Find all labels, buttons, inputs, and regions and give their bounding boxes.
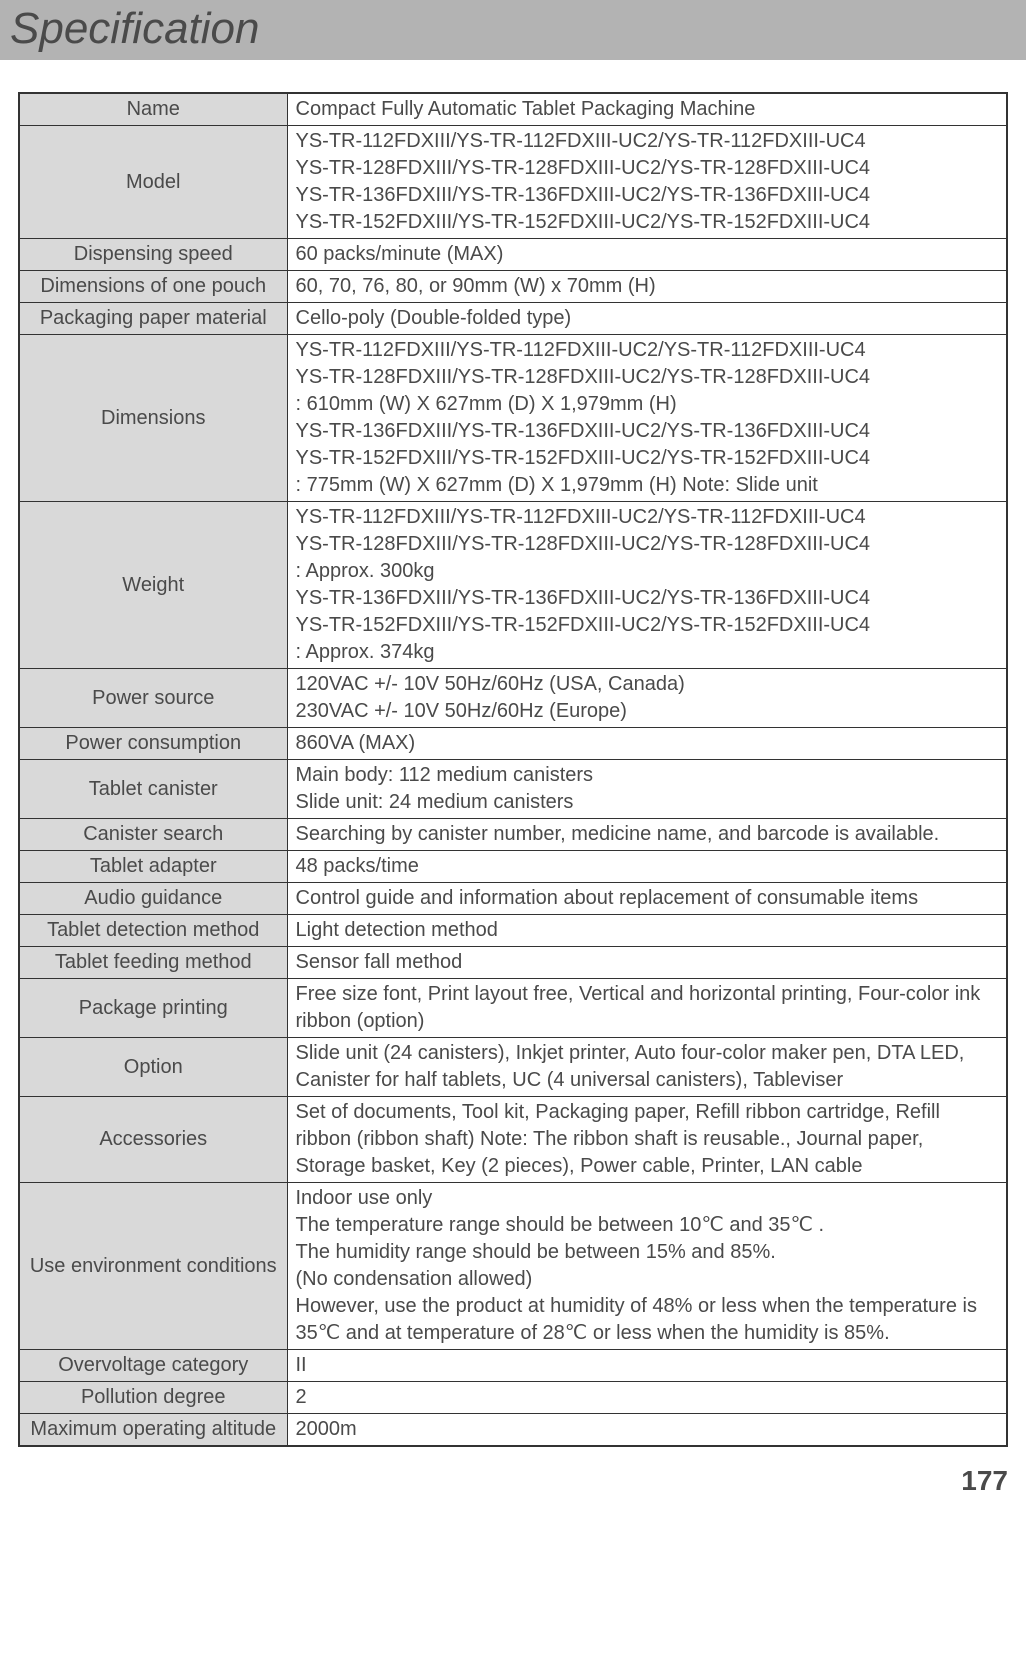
spec-label: Overvoltage category <box>19 1350 287 1382</box>
spec-label: Model <box>19 126 287 239</box>
spec-label: Option <box>19 1038 287 1097</box>
spec-value: Sensor fall method <box>287 947 1007 979</box>
spec-label: Accessories <box>19 1097 287 1183</box>
spec-label: Package printing <box>19 979 287 1038</box>
spec-value: Control guide and information about repl… <box>287 883 1007 915</box>
spec-value: Searching by canister number, medicine n… <box>287 819 1007 851</box>
spec-value: YS-TR-112FDXIII/YS-TR-112FDXIII-UC2/YS-T… <box>287 335 1007 502</box>
table-row: Tablet detection methodLight detection m… <box>19 915 1007 947</box>
spec-value: Free size font, Print layout free, Verti… <box>287 979 1007 1038</box>
header-bar: Specification <box>0 0 1026 60</box>
table-row: DimensionsYS-TR-112FDXIII/YS-TR-112FDXII… <box>19 335 1007 502</box>
table-row: OptionSlide unit (24 canisters), Inkjet … <box>19 1038 1007 1097</box>
spec-value: 60 packs/minute (MAX) <box>287 239 1007 271</box>
table-row: Tablet feeding methodSensor fall method <box>19 947 1007 979</box>
table-row: Audio guidanceControl guide and informat… <box>19 883 1007 915</box>
spec-label: Weight <box>19 502 287 669</box>
page-title: Specification <box>10 4 1016 54</box>
table-row: Tablet canisterMain body: 112 medium can… <box>19 760 1007 819</box>
spec-label: Tablet adapter <box>19 851 287 883</box>
spec-label: Pollution degree <box>19 1382 287 1414</box>
spec-value: Indoor use onlyThe temperature range sho… <box>287 1183 1007 1350</box>
spec-value: 860VA (MAX) <box>287 728 1007 760</box>
spec-label: Dimensions of one pouch <box>19 271 287 303</box>
spec-label: Audio guidance <box>19 883 287 915</box>
spec-value: Slide unit (24 canisters), Inkjet printe… <box>287 1038 1007 1097</box>
spec-label: Name <box>19 93 287 126</box>
table-row: Power consumption860VA (MAX) <box>19 728 1007 760</box>
spec-value: Compact Fully Automatic Tablet Packaging… <box>287 93 1007 126</box>
table-row: Overvoltage categoryII <box>19 1350 1007 1382</box>
spec-value: II <box>287 1350 1007 1382</box>
table-row: Package printingFree size font, Print la… <box>19 979 1007 1038</box>
spec-label: Use environment conditions <box>19 1183 287 1350</box>
table-row: Tablet adapter48 packs/time <box>19 851 1007 883</box>
table-row: Pollution degree2 <box>19 1382 1007 1414</box>
spec-value: YS-TR-112FDXIII/YS-TR-112FDXIII-UC2/YS-T… <box>287 126 1007 239</box>
spec-label: Tablet feeding method <box>19 947 287 979</box>
spec-label: Canister search <box>19 819 287 851</box>
spec-value: Set of documents, Tool kit, Packaging pa… <box>287 1097 1007 1183</box>
spec-value: 2 <box>287 1382 1007 1414</box>
content-area: NameCompact Fully Automatic Tablet Packa… <box>0 60 1026 1457</box>
spec-label: Maximum operating altitude <box>19 1414 287 1447</box>
spec-value: Cello-poly (Double-folded type) <box>287 303 1007 335</box>
table-row: Maximum operating altitude2000m <box>19 1414 1007 1447</box>
table-row: ModelYS-TR-112FDXIII/YS-TR-112FDXIII-UC2… <box>19 126 1007 239</box>
spec-value: 120VAC +/- 10V 50Hz/60Hz (USA, Canada)23… <box>287 669 1007 728</box>
table-row: WeightYS-TR-112FDXIII/YS-TR-112FDXIII-UC… <box>19 502 1007 669</box>
spec-label: Power source <box>19 669 287 728</box>
spec-value: 2000m <box>287 1414 1007 1447</box>
specification-table: NameCompact Fully Automatic Tablet Packa… <box>18 92 1008 1447</box>
table-row: Packaging paper materialCello-poly (Doub… <box>19 303 1007 335</box>
table-row: AccessoriesSet of documents, Tool kit, P… <box>19 1097 1007 1183</box>
spec-label: Packaging paper material <box>19 303 287 335</box>
table-row: Use environment conditionsIndoor use onl… <box>19 1183 1007 1350</box>
spec-label: Dimensions <box>19 335 287 502</box>
spec-label: Dispensing speed <box>19 239 287 271</box>
page-number: 177 <box>0 1457 1026 1517</box>
table-row: Dimensions of one pouch60, 70, 76, 80, o… <box>19 271 1007 303</box>
table-row: Power source120VAC +/- 10V 50Hz/60Hz (US… <box>19 669 1007 728</box>
table-row: Canister searchSearching by canister num… <box>19 819 1007 851</box>
spec-label: Power consumption <box>19 728 287 760</box>
spec-value: YS-TR-112FDXIII/YS-TR-112FDXIII-UC2/YS-T… <box>287 502 1007 669</box>
spec-value: Main body: 112 medium canistersSlide uni… <box>287 760 1007 819</box>
table-row: Dispensing speed60 packs/minute (MAX) <box>19 239 1007 271</box>
spec-value: 48 packs/time <box>287 851 1007 883</box>
spec-label: Tablet detection method <box>19 915 287 947</box>
table-row: NameCompact Fully Automatic Tablet Packa… <box>19 93 1007 126</box>
spec-value: 60, 70, 76, 80, or 90mm (W) x 70mm (H) <box>287 271 1007 303</box>
spec-value: Light detection method <box>287 915 1007 947</box>
spec-label: Tablet canister <box>19 760 287 819</box>
